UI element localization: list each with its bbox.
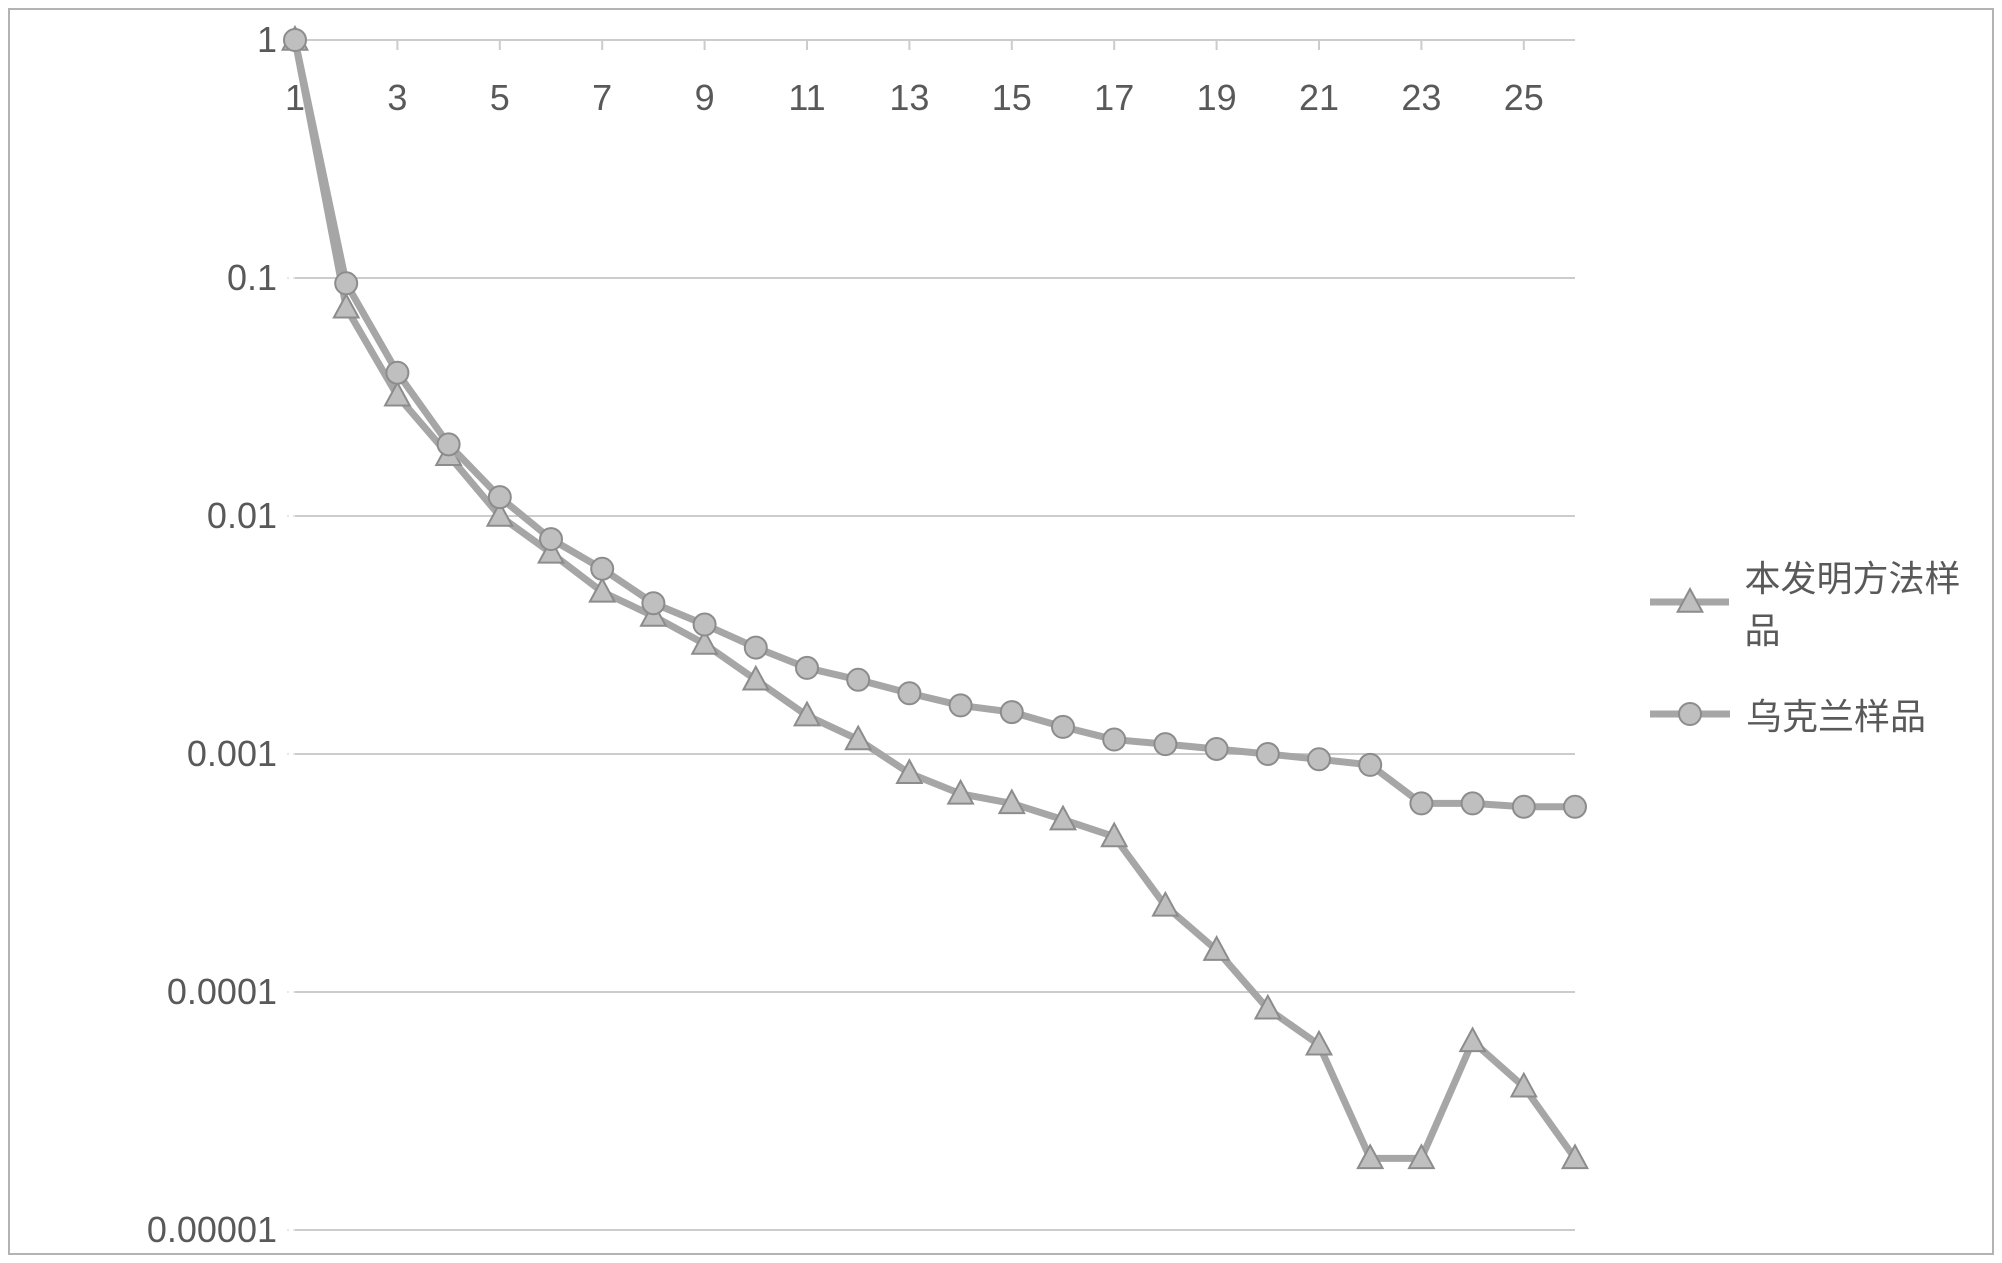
series_ukraine-marker	[1513, 796, 1535, 818]
ytick-label: 0.001	[187, 733, 277, 774]
series_ukraine-marker	[1410, 792, 1432, 814]
series_ukraine-marker	[694, 614, 716, 636]
xtick-label: 11	[788, 77, 825, 118]
series_ukraine-marker	[1257, 743, 1279, 765]
xtick-label: 23	[1401, 77, 1441, 118]
legend-swatch	[1650, 584, 1729, 620]
series_ukraine-marker	[1359, 754, 1381, 776]
xtick-label: 15	[992, 77, 1032, 118]
series_ukraine-marker	[284, 29, 306, 51]
legend-swatch	[1650, 696, 1730, 732]
series_ukraine-marker	[591, 558, 613, 580]
xtick-label: 5	[490, 77, 510, 118]
chart-plot-area: 10.10.010.0010.00010.0000113579111315171…	[8, 8, 1994, 1255]
series_ukraine-marker	[898, 682, 920, 704]
series_ukraine-marker	[1206, 738, 1228, 760]
ytick-label: 1	[257, 19, 277, 60]
xtick-label: 17	[1094, 77, 1134, 118]
series_ukraine-marker	[1154, 733, 1176, 755]
xtick-label: 7	[592, 77, 612, 118]
xtick-label: 13	[889, 77, 929, 118]
ytick-label: 0.0001	[167, 971, 277, 1012]
legend-label: 本发明方法样品	[1745, 550, 1992, 654]
series_ukraine-marker	[1462, 792, 1484, 814]
series_ukraine-marker	[950, 694, 972, 716]
series_ukraine-marker	[1103, 729, 1125, 751]
xtick-label: 9	[695, 77, 715, 118]
series_ukraine-marker	[1308, 748, 1330, 770]
legend-entry-series_ukraine: 乌克兰样品	[1650, 688, 1992, 740]
xtick-label: 25	[1504, 77, 1544, 118]
chart-legend: 本发明方法样品乌克兰样品	[1650, 550, 1992, 740]
xtick-label: 19	[1197, 77, 1237, 118]
series_ukraine-marker	[1052, 716, 1074, 738]
series_ukraine-marker	[796, 657, 818, 679]
series_ukraine-marker	[1564, 796, 1586, 818]
series_ukraine-marker	[489, 486, 511, 508]
series_ukraine-marker	[642, 592, 664, 614]
series_ukraine-marker	[847, 669, 869, 691]
ytick-label: 0.00001	[147, 1209, 277, 1250]
legend-label: 乌克兰样品	[1746, 688, 1926, 740]
chart-container: 10.10.010.0010.00010.0000113579111315171…	[0, 0, 2002, 1263]
series_ukraine-line	[295, 40, 1575, 807]
xtick-label: 21	[1299, 77, 1339, 118]
ytick-label: 0.1	[227, 257, 277, 298]
ytick-label: 0.01	[207, 495, 277, 536]
series_ukraine-marker	[335, 272, 357, 294]
series_ukraine-marker	[540, 528, 562, 550]
series_ukraine-marker	[438, 433, 460, 455]
series_invention-line	[295, 40, 1575, 1158]
series_ukraine-marker	[745, 637, 767, 659]
series_ukraine-marker	[386, 362, 408, 384]
series_ukraine-marker	[1001, 701, 1023, 723]
series_invention-marker	[1460, 1028, 1485, 1051]
legend-entry-series_invention: 本发明方法样品	[1650, 550, 1992, 654]
xtick-label: 3	[387, 77, 407, 118]
